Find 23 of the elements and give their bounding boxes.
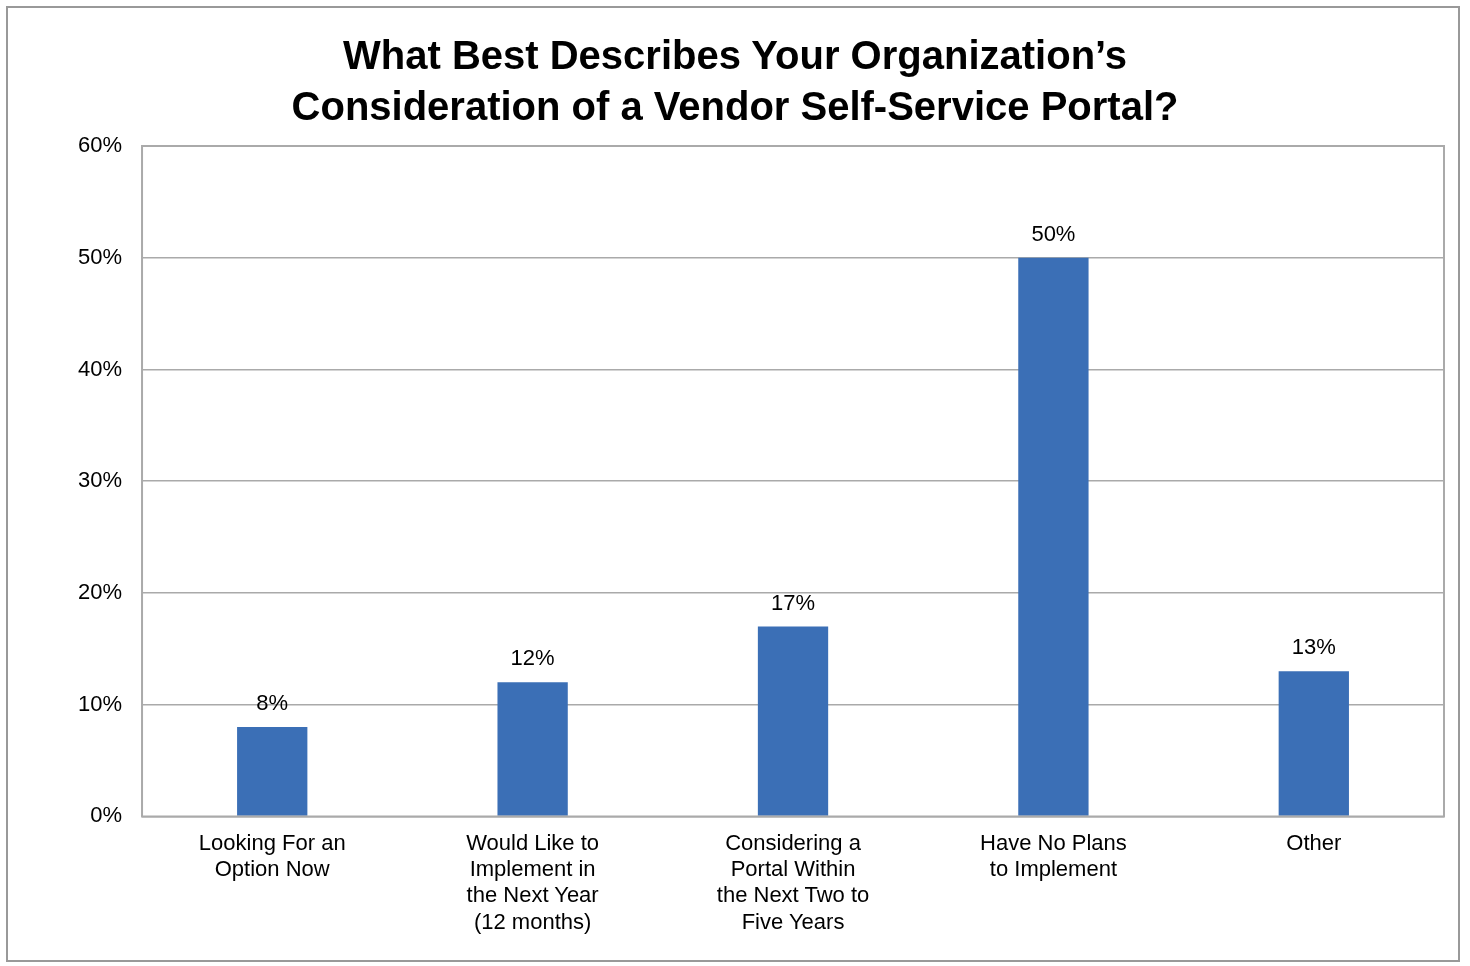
x-tick-label: Looking For an Option Now [198, 829, 346, 882]
data-label: 17% [770, 589, 816, 615]
chart-title: What Best Describes Your Organization’s Consideration of a Vendor Self-Service Portal? [290, 32, 1180, 130]
data-label: 12% [510, 645, 555, 671]
bar [237, 727, 308, 816]
x-tick-label: Considering a Portal Within the Next Two to Five Years [716, 829, 870, 934]
data-label: 13% [1291, 634, 1336, 660]
x-tick-label: Would Like to Implement in the Next Year (12 months) [466, 829, 600, 934]
y-tick-label: 20% [77, 579, 123, 604]
data-label: 8% [256, 690, 289, 716]
y-tick-label: 0% [90, 802, 123, 828]
y-tick-label: 30% [77, 467, 123, 493]
y-tick-label: 50% [77, 243, 123, 269]
y-tick-label: 10% [77, 690, 123, 716]
data-label: 50% [1031, 220, 1076, 246]
y-tick-label: 40% [77, 355, 123, 381]
x-tick-label: Other [1286, 829, 1342, 855]
bar [757, 626, 829, 816]
bar [1018, 257, 1089, 816]
bar [497, 682, 568, 816]
bar [1278, 671, 1349, 816]
x-tick-label: Have No Plans to Implement [980, 829, 1127, 882]
y-tick-label: 60% [77, 132, 123, 158]
